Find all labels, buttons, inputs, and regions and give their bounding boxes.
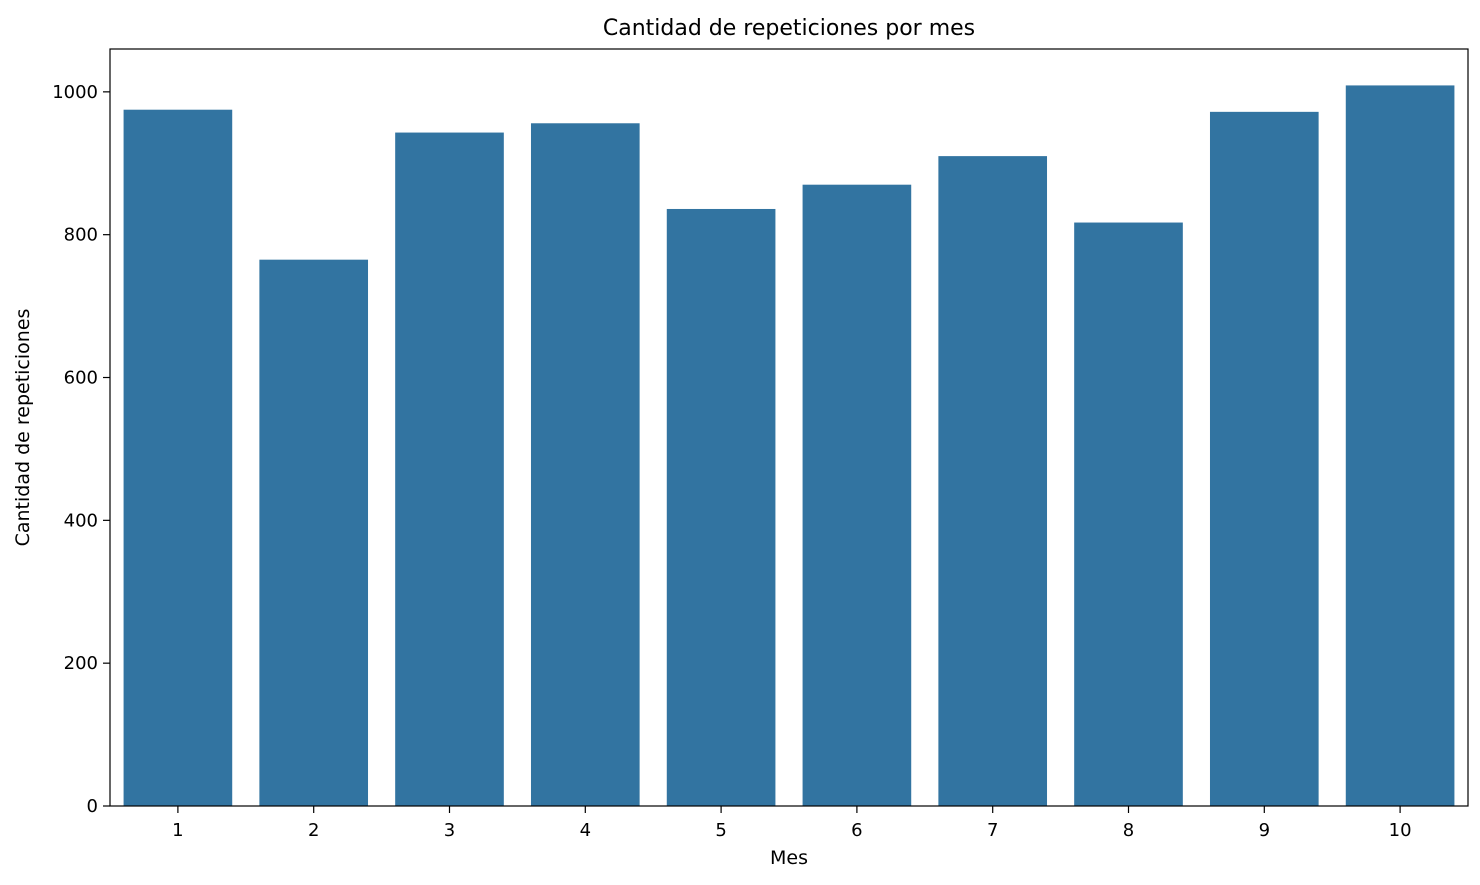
bars-group xyxy=(123,85,1455,807)
x-axis-label: Mes xyxy=(770,847,808,869)
bar-9 xyxy=(1209,111,1319,807)
bar-1 xyxy=(123,109,233,807)
x-tick-label: 3 xyxy=(444,820,455,841)
bar-6 xyxy=(802,184,912,807)
bar-5 xyxy=(666,208,776,806)
x-tick-label: 5 xyxy=(715,820,726,841)
plot-frame xyxy=(109,48,1469,807)
x-tick-label: 9 xyxy=(1259,820,1270,841)
x-tick-label: 10 xyxy=(1389,820,1412,841)
y-axis-ticks: 0 200 400 600 800 1000 xyxy=(52,82,110,817)
bar-4 xyxy=(530,123,640,806)
bar-8 xyxy=(1074,222,1183,806)
chart-title: Cantidad de repeticiones por mes xyxy=(603,16,975,41)
x-tick-label: 8 xyxy=(1123,820,1134,841)
bar-3 xyxy=(395,132,504,806)
y-tick-label: 400 xyxy=(64,510,98,531)
x-tick-label: 4 xyxy=(580,820,591,841)
bar-10 xyxy=(1345,85,1455,807)
y-axis-label: Cantidad de repeticiones xyxy=(12,309,34,547)
y-tick-label: 200 xyxy=(64,653,98,674)
y-tick-label: 600 xyxy=(64,368,98,389)
y-tick-label: 0 xyxy=(87,796,98,817)
bar-2 xyxy=(259,259,369,806)
x-tick-label: 1 xyxy=(172,820,183,841)
bar-7 xyxy=(938,156,1048,807)
x-axis-ticks: 1 2 3 4 5 6 7 8 9 10 xyxy=(172,806,1412,841)
y-tick-label: 800 xyxy=(64,225,98,246)
y-tick-label: 1000 xyxy=(52,82,98,103)
x-tick-label: 7 xyxy=(987,820,998,841)
x-tick-label: 6 xyxy=(851,820,862,841)
x-tick-label: 2 xyxy=(308,820,319,841)
